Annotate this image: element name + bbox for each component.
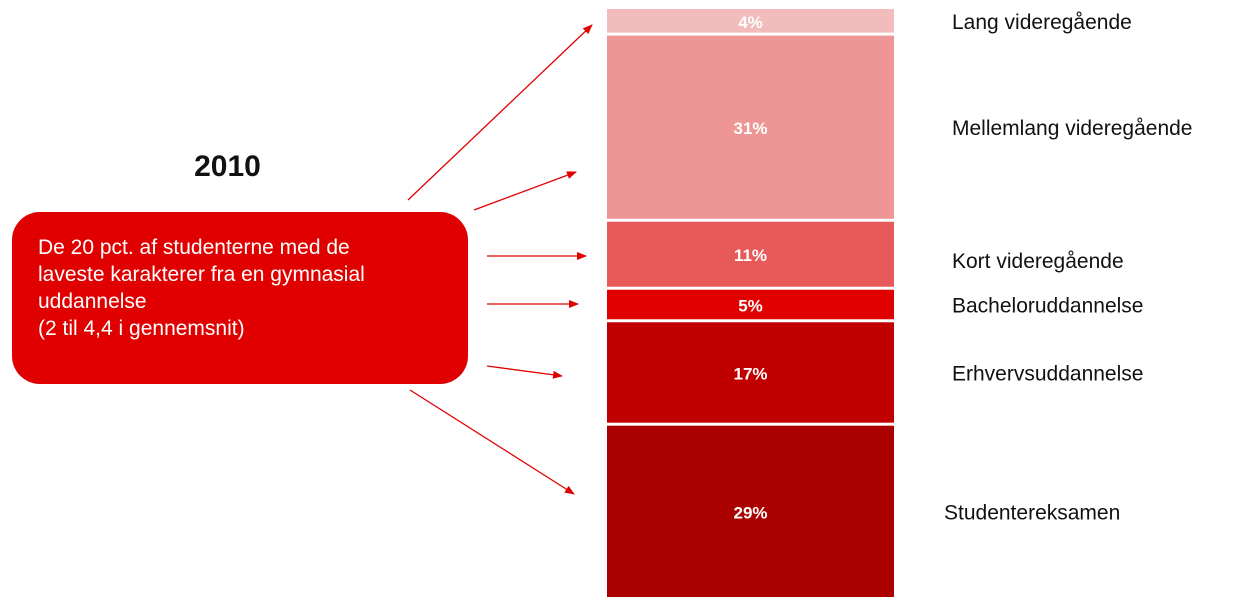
bar-segment-lang-videreg-ende — [607, 9, 894, 33]
category-label-lang-videreg-ende: Lang videregående — [952, 11, 1132, 34]
bar-segment-bacheloruddannelse — [607, 289, 894, 320]
category-label-kort-videreg-ende: Kort videregående — [952, 250, 1124, 273]
connector-arrow-6 — [409, 389, 575, 495]
callout-line-1: De 20 pct. af studenterne med de — [38, 236, 350, 259]
connector-arrow-1 — [407, 24, 593, 201]
data-label-mellemlang-videreg-ende: 31% — [733, 119, 767, 138]
callout-line-2: laveste karakterer fra en gymnasial — [38, 263, 365, 286]
data-label-erhvervsuddannelse: 17% — [733, 364, 767, 383]
category-label-erhvervsuddannelse: Erhvervsuddannelse — [952, 362, 1143, 385]
category-label-bacheloruddannelse: Bacheloruddannelse — [952, 295, 1143, 318]
year-heading: 2010 — [194, 150, 261, 183]
bar-segment-erhvervsuddannelse — [607, 322, 894, 423]
callout-line-3: uddannelse — [38, 290, 147, 313]
data-label-studentereksamen: 29% — [733, 503, 767, 522]
category-label-mellemlang-videreg-ende: Mellemlang videregående — [952, 117, 1193, 140]
data-label-lang-videreg-ende: 4% — [738, 13, 763, 32]
data-label-bacheloruddannelse: 5% — [738, 297, 763, 316]
category-label-studentereksamen: Studentereksamen — [944, 501, 1120, 524]
bar-segment-studentereksamen — [607, 425, 894, 597]
bar-segment-mellemlang-videreg-ende — [607, 35, 894, 219]
connector-arrow-5 — [486, 365, 563, 379]
callout-line-4: (2 til 4,4 i gennemsnit) — [38, 317, 245, 340]
connector-arrow-2 — [473, 171, 577, 211]
callout-box: De 20 pct. af studenterne med de laveste… — [12, 212, 468, 384]
bar-segment-kort-videreg-ende — [607, 221, 894, 287]
data-label-kort-videreg-ende: 11% — [734, 246, 767, 265]
